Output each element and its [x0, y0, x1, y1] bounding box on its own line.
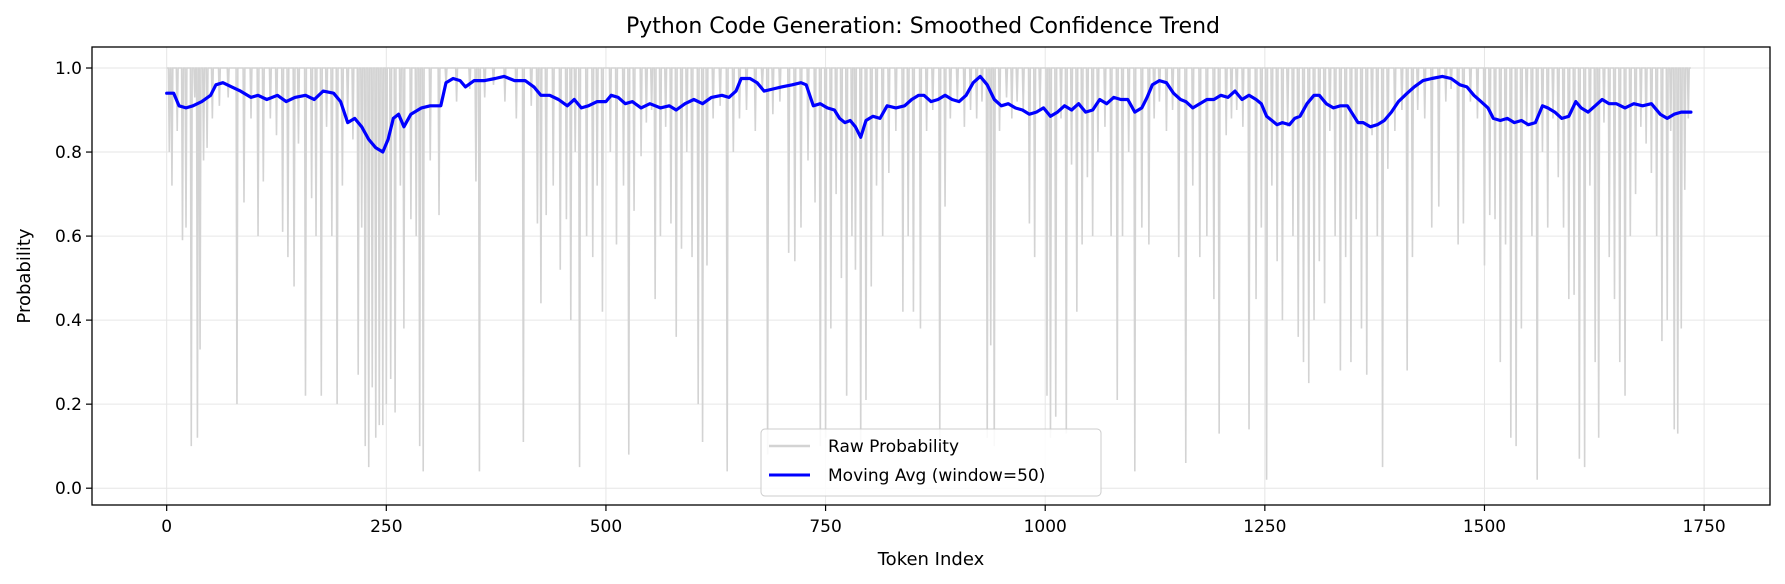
x-tick-label: 250	[370, 517, 402, 537]
axis-ticks: 0 250 500 750 1000 1250 1500 1750 0.0 0.2 0.4 0.6 0.…	[55, 59, 1726, 537]
y-tick-label: 0.2	[55, 395, 82, 415]
legend-box	[760, 428, 1102, 497]
moving-average-line	[165, 74, 1693, 154]
legend: Raw Probability Moving Avg (window=50)	[760, 428, 1102, 497]
y-tick-label: 0.0	[55, 479, 82, 499]
x-tick-label: 0	[161, 517, 172, 537]
y-tick-label: 0.4	[55, 311, 82, 331]
legend-moving-average-label: Moving Avg (window=50)	[828, 466, 1045, 486]
moving-average-series	[165, 74, 1693, 154]
raw-probability-line	[166, 67, 1691, 480]
x-axis-label: Token Index	[877, 549, 985, 570]
x-tick-label: 500	[590, 517, 622, 537]
x-tick-label: 1500	[1463, 517, 1506, 537]
y-tick-label: 1.0	[55, 59, 82, 79]
x-tick-label: 750	[809, 517, 841, 537]
chart-title: Python Code Generation: Smoothed Confide…	[626, 14, 1220, 39]
x-tick-label: 1000	[1024, 517, 1067, 537]
y-tick-label: 0.8	[55, 143, 82, 163]
y-tick-label: 0.6	[55, 227, 82, 247]
raw-probability-series	[166, 67, 1691, 480]
y-axis-label: Probability	[14, 228, 35, 323]
x-tick-label: 1750	[1682, 517, 1725, 537]
plot-area-frame	[91, 46, 1771, 506]
legend-raw-probability-label: Raw Probability	[828, 437, 959, 457]
x-tick-label: 1250	[1243, 517, 1286, 537]
